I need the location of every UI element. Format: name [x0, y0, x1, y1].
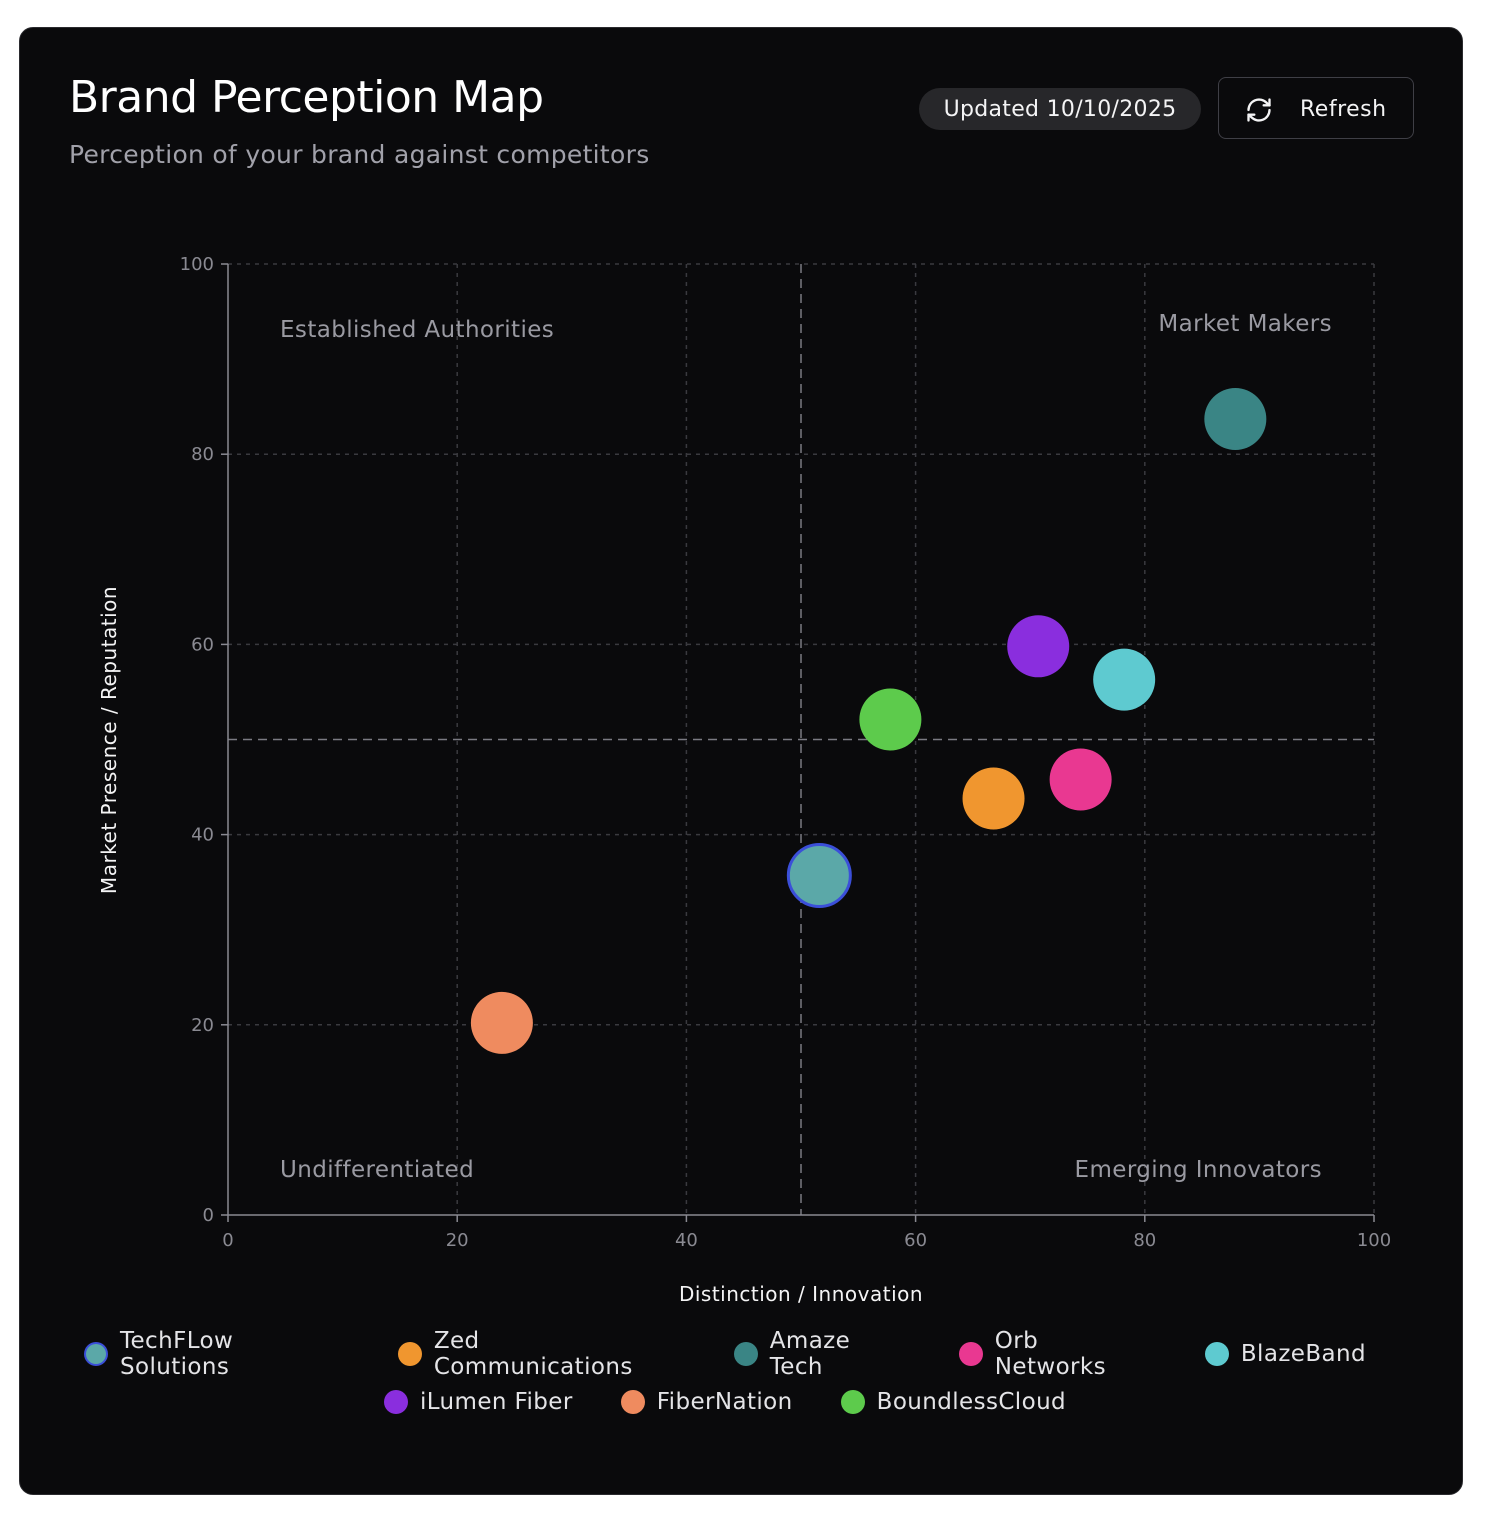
- legend-item[interactable]: BoundlessCloud: [840, 1389, 1067, 1415]
- updated-badge: Updated 10/10/2025: [919, 88, 1201, 130]
- refresh-icon: [1247, 98, 1271, 122]
- y-tick-label: 60: [191, 634, 214, 655]
- legend-item[interactable]: Orb Networks: [958, 1328, 1157, 1380]
- x-tick-label: 20: [446, 1230, 469, 1251]
- legend-swatch: [1204, 1342, 1229, 1366]
- y-tick-label: 40: [191, 825, 214, 846]
- legend-swatch: [733, 1342, 758, 1366]
- legend-label: BlazeBand: [1240, 1341, 1366, 1367]
- legend-item[interactable]: FiberNation: [620, 1389, 793, 1415]
- data-point[interactable]: BlazeBand: [1093, 648, 1156, 711]
- data-point[interactable]: Orb Networks: [1049, 748, 1112, 811]
- data-point[interactable]: FiberNation: [470, 991, 533, 1054]
- legend-item[interactable]: Amaze Tech: [733, 1328, 911, 1380]
- data-point[interactable]: TechFLow Solutions: [786, 842, 852, 908]
- legend-label: iLumen Fiber: [419, 1389, 573, 1415]
- page-subtitle: Perception of your brand against competi…: [69, 140, 650, 169]
- x-axis-label: Distinction / Innovation: [679, 1282, 923, 1306]
- data-point[interactable]: Amaze Tech: [1204, 388, 1267, 451]
- legend-swatch: [84, 1342, 108, 1366]
- data-point[interactable]: iLumen Fiber: [1007, 615, 1070, 678]
- legend-item[interactable]: TechFLow Solutions: [84, 1328, 350, 1380]
- axes: 0 20 40 60 80 100 0 20 40 60 80 100: [180, 254, 1392, 1251]
- x-tick-label: 40: [675, 1230, 698, 1251]
- x-tick-label: 60: [904, 1230, 927, 1251]
- data-points: TechFLow Solutions Zed Communications Amaz…: [470, 388, 1267, 1054]
- legend-swatch: [383, 1390, 408, 1414]
- legend-swatch: [397, 1342, 422, 1366]
- legend-swatch: [958, 1342, 983, 1366]
- legend-label: Zed Communications: [433, 1328, 633, 1380]
- legend-label: Orb Networks: [994, 1328, 1107, 1380]
- legend-item[interactable]: iLumen Fiber: [383, 1389, 573, 1415]
- legend-swatch: [620, 1390, 645, 1414]
- y-tick-label: 0: [203, 1205, 214, 1226]
- legend-label: FiberNation: [656, 1389, 793, 1415]
- legend-row: TechFLow Solutions Zed Communications Amaz…: [60, 1328, 1390, 1380]
- y-tick-label: 80: [191, 444, 214, 465]
- legend-label: Amaze Tech: [769, 1328, 851, 1380]
- y-axis-label: Market Presence / Reputation: [97, 586, 121, 894]
- data-point[interactable]: BoundlessCloud: [859, 688, 922, 751]
- quadrant-labels: Established Authorities Market Makers Un…: [280, 311, 1332, 1183]
- quadrant-dividers: [228, 264, 1374, 1215]
- legend-label: TechFLow Solutions: [119, 1328, 234, 1380]
- refresh-label: Refresh: [1300, 97, 1387, 122]
- chart-card: Brand Perception Map Perception of your …: [19, 27, 1463, 1495]
- page-title: Brand Perception Map: [69, 72, 544, 123]
- quadrant-label-bottom-right: Emerging Innovators: [1075, 1157, 1322, 1183]
- grid: [228, 263, 1375, 1215]
- y-tick-label: 20: [191, 1015, 214, 1036]
- legend-label: BoundlessCloud: [876, 1389, 1067, 1415]
- legend-item[interactable]: Zed Communications: [397, 1328, 686, 1380]
- x-tick-label: 100: [1357, 1230, 1391, 1251]
- y-tick-label: 100: [180, 254, 214, 275]
- quadrant-label-top-left: Established Authorities: [280, 317, 554, 343]
- quadrant-label-bottom-left: Undifferentiated: [280, 1157, 474, 1183]
- legend-swatch: [840, 1390, 865, 1414]
- legend: TechFLow Solutions Zed Communications Amaz…: [60, 1328, 1390, 1426]
- quadrant-label-top-right: Market Makers: [1158, 311, 1332, 337]
- x-tick-label: 0: [222, 1230, 233, 1251]
- legend-item[interactable]: BlazeBand: [1204, 1341, 1366, 1367]
- refresh-button[interactable]: Refresh: [1218, 77, 1414, 139]
- legend-row: iLumen Fiber FiberNation BoundlessCloud: [60, 1378, 1390, 1426]
- data-point[interactable]: Zed Communications: [962, 767, 1025, 830]
- x-tick-label: 80: [1133, 1230, 1156, 1251]
